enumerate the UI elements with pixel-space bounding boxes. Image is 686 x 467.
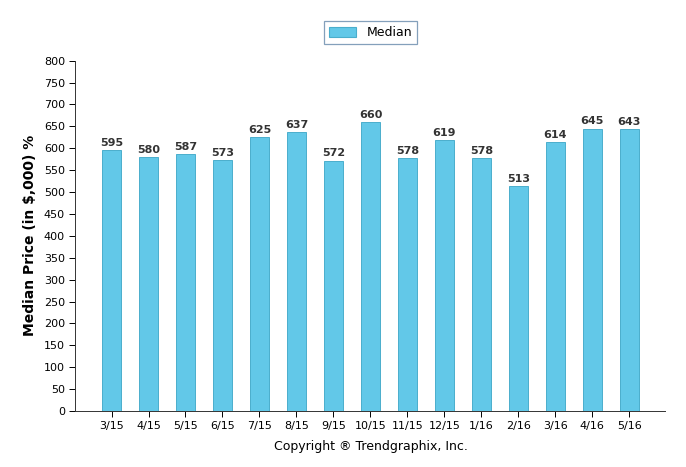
Text: 587: 587: [174, 142, 197, 152]
Text: 643: 643: [617, 117, 641, 127]
Bar: [362, 122, 379, 411]
Text: 637: 637: [285, 120, 308, 130]
Text: 660: 660: [359, 110, 382, 120]
Bar: [472, 158, 490, 411]
Bar: [176, 154, 195, 411]
Bar: [583, 128, 602, 411]
Bar: [324, 161, 343, 411]
Text: 578: 578: [396, 146, 419, 156]
Bar: [509, 186, 528, 411]
Bar: [398, 158, 416, 411]
Bar: [620, 129, 639, 411]
Bar: [287, 132, 306, 411]
Legend: Median: Median: [324, 21, 417, 44]
Text: 595: 595: [100, 138, 123, 148]
Bar: [102, 150, 121, 411]
Bar: [139, 157, 158, 411]
Text: 513: 513: [507, 174, 530, 184]
Text: 572: 572: [322, 149, 345, 158]
Bar: [213, 160, 232, 411]
Text: 619: 619: [433, 128, 456, 138]
Bar: [435, 140, 453, 411]
Text: 614: 614: [543, 130, 567, 140]
Bar: [546, 142, 565, 411]
Bar: [250, 137, 269, 411]
Text: 625: 625: [248, 125, 271, 135]
Text: 573: 573: [211, 148, 234, 158]
X-axis label: Copyright ® Trendgraphix, Inc.: Copyright ® Trendgraphix, Inc.: [274, 440, 467, 453]
Text: 645: 645: [580, 116, 604, 127]
Text: 578: 578: [470, 146, 493, 156]
Text: 580: 580: [137, 145, 160, 155]
Y-axis label: Median Price (in $,000) %: Median Price (in $,000) %: [23, 135, 37, 336]
